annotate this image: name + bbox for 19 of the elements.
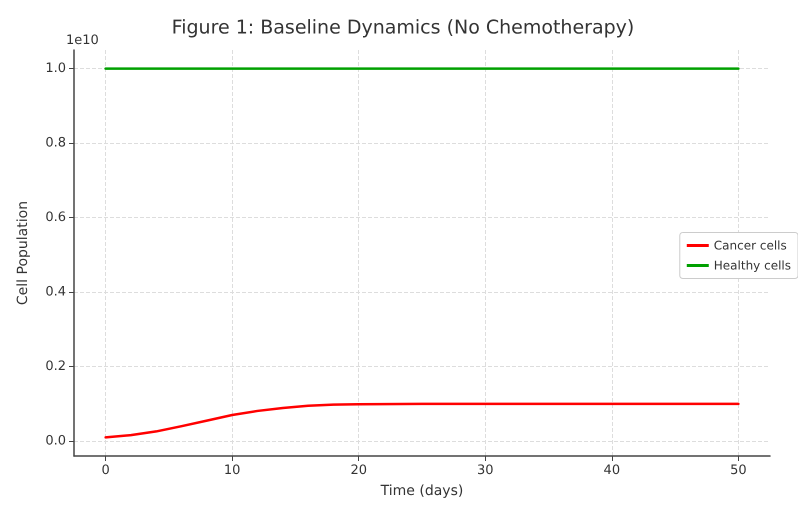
x-tick-label: 30 (477, 463, 494, 478)
legend-label: Healthy cells (714, 258, 792, 272)
x-tick-label: 50 (730, 463, 747, 478)
y-tick-label: 0.8 (45, 136, 66, 151)
chart-title: Figure 1: Baseline Dynamics (No Chemotherapy) (172, 16, 634, 38)
x-tick-label: 20 (350, 463, 367, 478)
x-tick-label: 0 (101, 463, 110, 478)
legend-label: Cancer cells (714, 238, 787, 252)
y-tick-label: 0.6 (45, 210, 66, 226)
y-axis-title: Cell Population (15, 200, 31, 306)
y-tick-label: 0.2 (45, 359, 66, 374)
y-tick-label: 0.4 (45, 284, 66, 300)
line-series (104, 402, 740, 439)
x-axis-title: Time (days) (380, 483, 464, 499)
text: 1e10 (66, 33, 99, 48)
x-tick-label: 10 (224, 463, 240, 478)
y-tick-label: 1.0 (45, 61, 66, 76)
x-tick-label: 40 (604, 463, 620, 478)
y-tick-label: 0.0 (45, 434, 66, 449)
